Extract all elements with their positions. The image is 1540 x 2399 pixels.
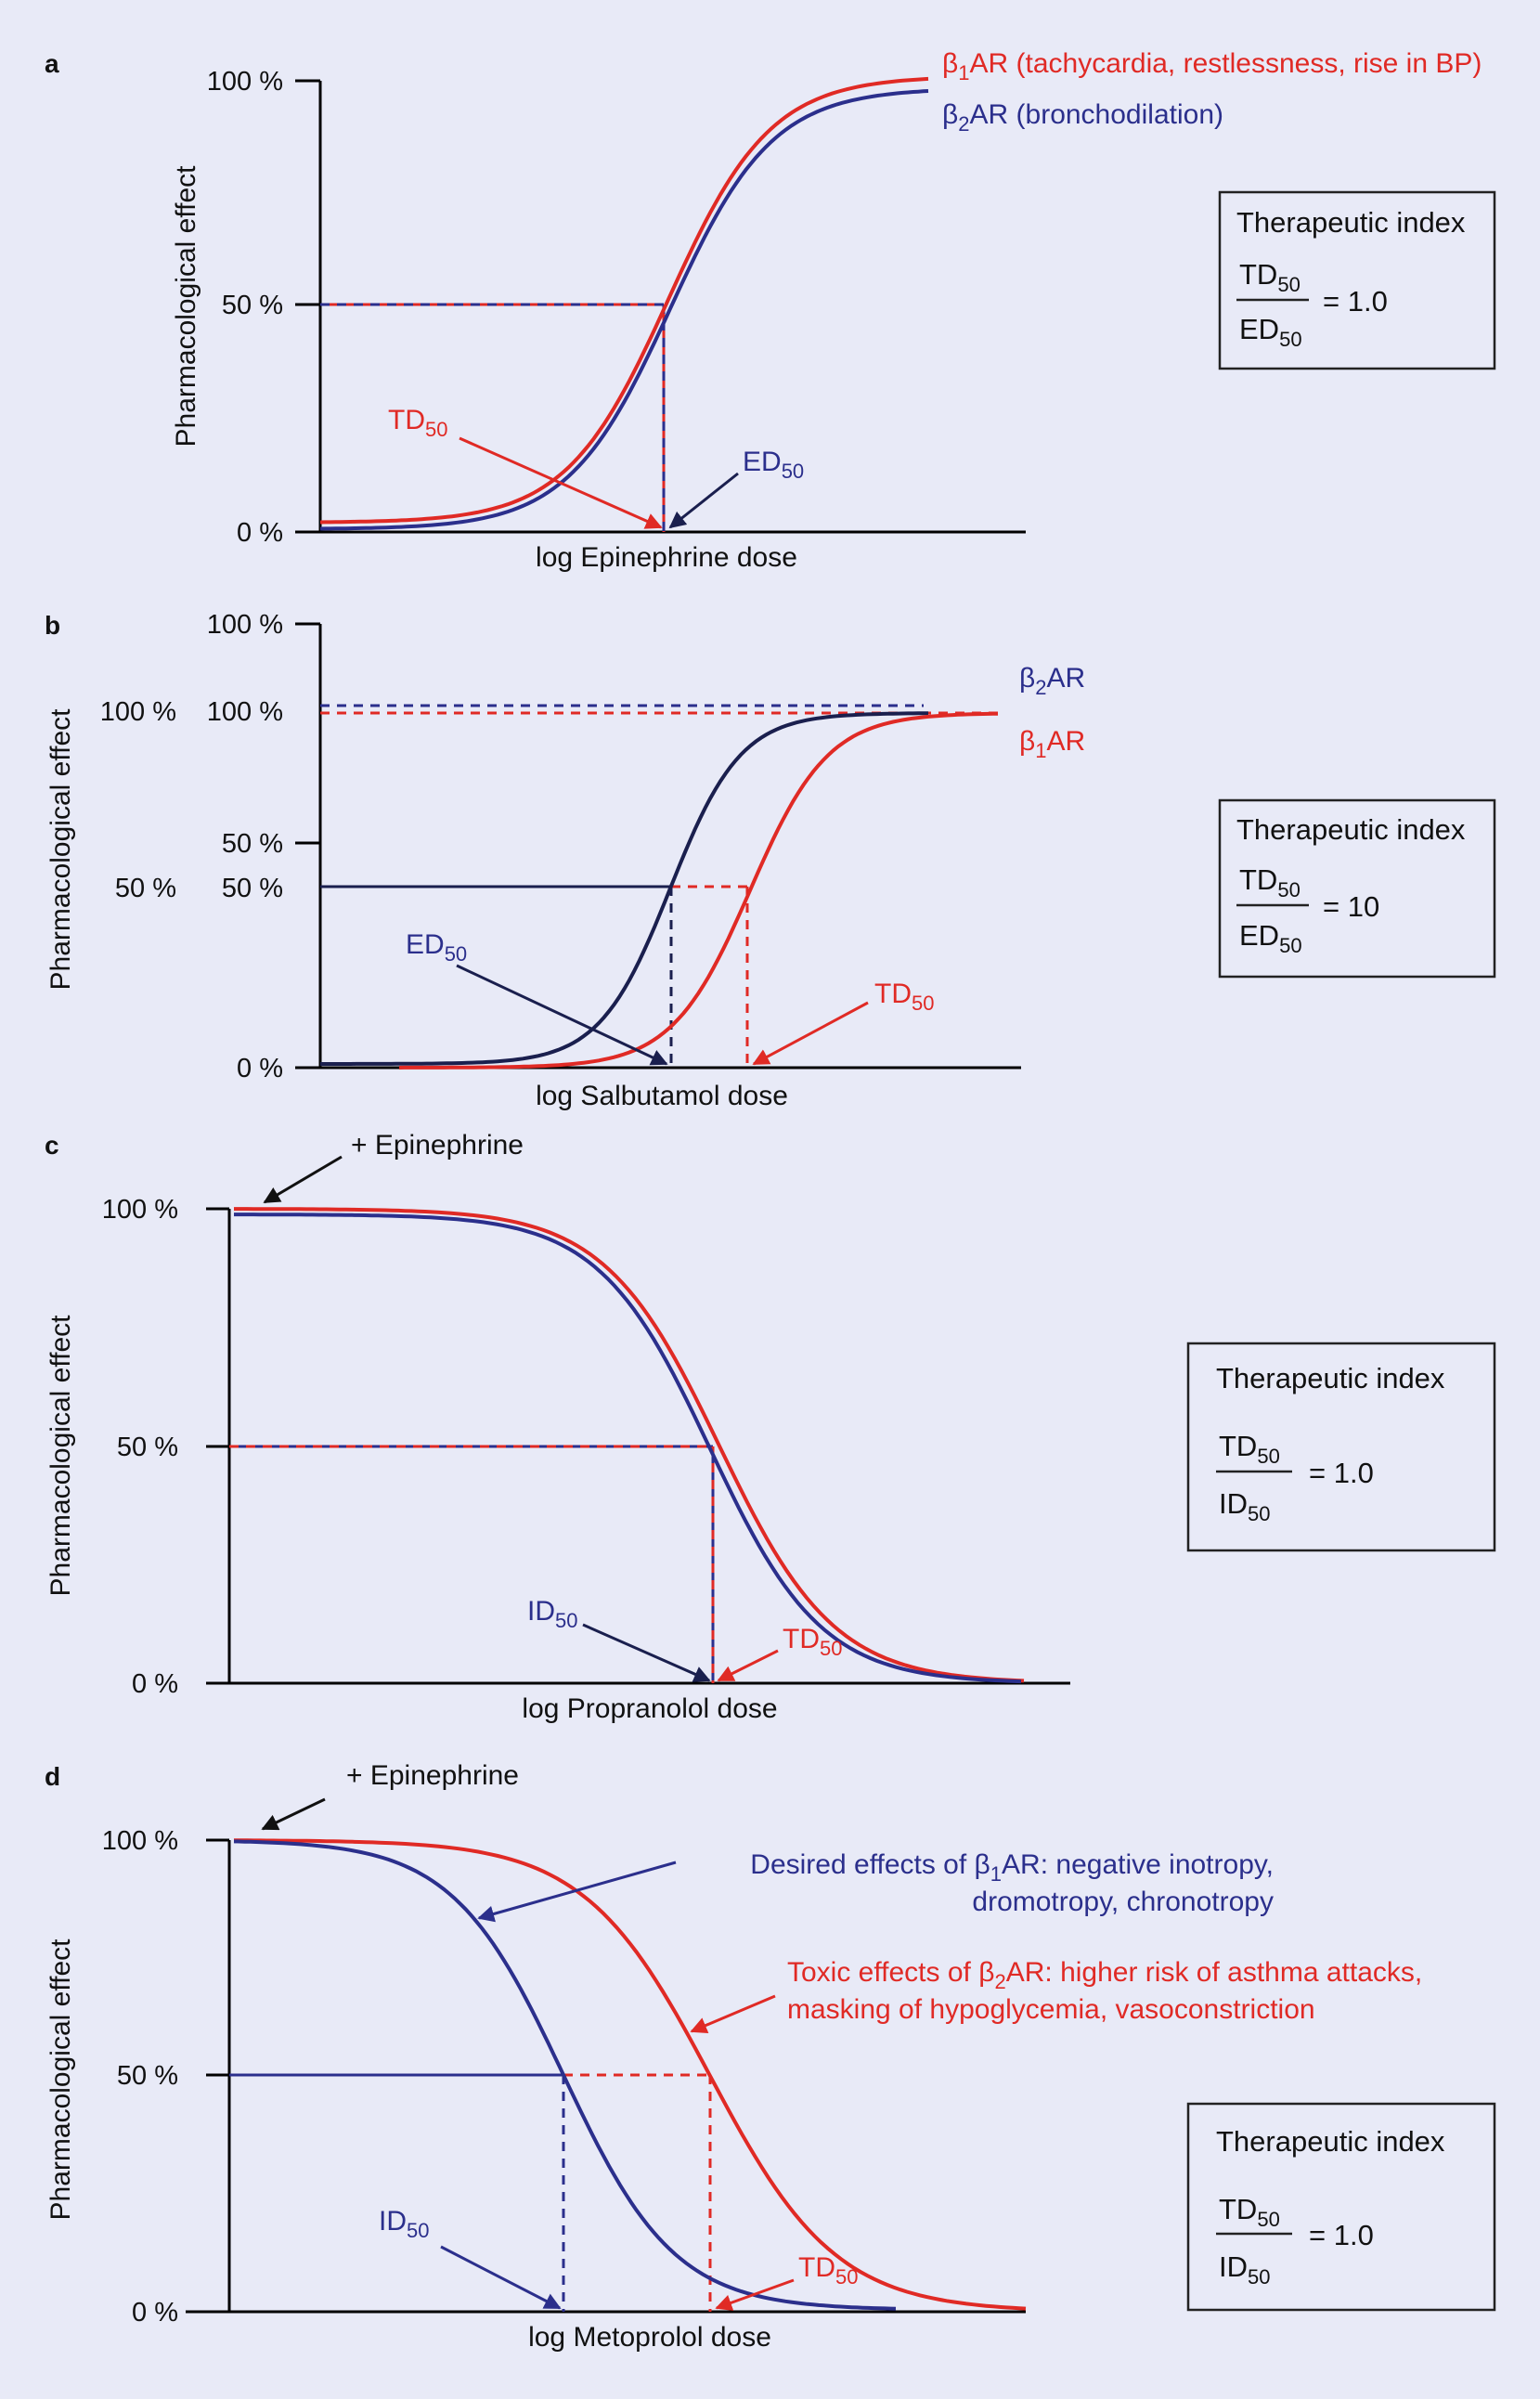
panel-b-ti-title: Therapeutic index [1236,813,1466,846]
panel-a-ti-box [1218,190,1496,370]
panel-a-curve-beta2 [319,89,929,531]
panel-a-ticklabel-100: 100 % [207,67,283,97]
panel-b-curve-beta2 [320,711,928,1066]
panel-c-xlabel: log Propranolol dose [522,1693,777,1724]
panel-c-ti-denominator: ID50 [1219,1487,1270,1525]
panel-d-ti-denominator: ID50 [1219,2250,1270,2289]
panel-d-ti-box [1186,2102,1496,2312]
panel-b-ylabel: Pharmacological effect [45,708,76,991]
panel-b-ti-value: = 10 [1323,890,1379,923]
panel-a-td50-arrow [459,436,663,529]
panel-d-ti-title: Therapeutic index [1216,2125,1445,2158]
panel-d-ylabel: Pharmacological effect [45,1939,76,2221]
panel-b-td50-arrow [752,1001,869,1066]
panel-c-td50-label: TD50 [783,1624,842,1660]
panel-c-epinephrine-label: + Epinephrine [351,1130,524,1161]
panel-b-ed50-arrow [456,964,668,1066]
panel-b-td50-label: TD50 [874,979,934,1015]
panel-d-desired-arrow [477,1861,677,1923]
panel-a-ticklabel-50: 50 % [222,291,283,320]
panel-b-letter: b [45,611,60,640]
panel-b: b 100 % 50 % 0 % 100 % 100 % 50 % 50 % P… [45,610,1496,1111]
panel-a: a 100 % 50 % 0 % Pharmacological effect … [45,48,1496,573]
panel-d-id50-arrow [440,2245,562,2310]
panel-a-legend-beta1: β1AR (tachycardia, restlessness, rise in… [942,48,1482,84]
panel-c-ti-title: Therapeutic index [1216,1362,1445,1394]
panel-d-ti-numerator: TD50 [1219,2193,1280,2231]
panel-d-epinephrine-arrow [261,1797,326,1831]
panel-b-ti-numerator: TD50 [1239,863,1301,901]
panel-d-toxic-arrow [690,1994,776,2033]
panel-d-ticklabel-50: 50 % [117,2061,178,2091]
panel-a-ti-value: = 1.0 [1323,285,1388,318]
panel-b-ticklabel-50: 50 % [222,829,283,859]
panel-d-letter: d [45,1762,60,1791]
panel-c-id50-label: ID50 [527,1596,577,1632]
panel-c-epinephrine-arrow [263,1155,343,1204]
panel-d-curve-beta1 [233,1839,897,2311]
panel-c-td50-arrow [717,1649,779,1682]
panel-a-letter: a [45,49,59,78]
panel-c-ticklabel-100: 100 % [102,1195,178,1225]
panel-d-desired-line1: Desired effects of β1AR: negative inotro… [750,1849,1274,1886]
panel-c-curve-beta1 [234,1207,1025,1683]
panel-a-ti-denominator: ED50 [1239,313,1302,351]
panel-c-ti-value: = 1.0 [1309,1457,1374,1489]
panel-b-curve-beta1 [398,711,999,1070]
panel-d-td50-arrow [715,2278,795,2311]
panel-b-ti-denominator: ED50 [1239,919,1302,957]
panel-d-ticklabel-0: 0 % [132,2298,178,2328]
panel-b-red-ticklabel-50: 50 % [222,874,283,903]
panel-c-id50-arrow [582,1623,711,1682]
panel-b-ed50-label: ED50 [406,929,467,966]
panel-a-ed50-arrow [668,472,739,529]
panel-d-td50-label: TD50 [798,2252,858,2289]
panel-d-id50-label: ID50 [379,2206,429,2242]
panel-d-toxic-line1: Toxic effects of β2AR: higher risk of as… [787,1957,1422,1993]
panel-b-xlabel: log Salbutamol dose [536,1081,788,1111]
panel-c-ti-numerator: TD50 [1219,1430,1280,1468]
panel-b-legend-beta1: β1AR [1019,726,1085,762]
panel-d-xlabel: log Metoprolol dose [528,2322,771,2353]
panel-b-ticklabel-100: 100 % [207,610,283,640]
panel-a-legend-beta2: β2AR (bronchodilation) [942,99,1223,136]
panel-b-blue-ticklabel-100: 100 % [100,697,176,727]
panel-b-legend-beta2: β2AR [1019,663,1085,699]
panel-c-curve-beta2 [234,1212,1022,1684]
panel-a-curve-beta1 [319,76,929,525]
panel-a-ylabel: Pharmacological effect [171,165,201,447]
panel-d: d + Epinephrine 100 % 50 % 0 % Pharmacol… [45,1760,1496,2353]
panel-d-toxic-line2: masking of hypoglycemia, vasoconstrictio… [787,1994,1315,2025]
panel-c-ticklabel-0: 0 % [132,1669,178,1699]
panel-d-desired-line2: dromotropy, chronotropy [972,1887,1274,1917]
panel-d-ticklabel-100: 100 % [102,1826,178,1856]
panel-b-ticklabel-0: 0 % [237,1054,283,1083]
panel-a-ticklabel-0: 0 % [237,518,283,548]
panel-c: c + Epinephrine 100 % 50 % 0 % Pharmacol… [45,1130,1496,1724]
panel-a-ti-numerator: TD50 [1239,258,1301,296]
panel-d-curve-beta2 [234,1838,1027,2311]
panel-b-ti-box [1218,798,1496,979]
panel-b-red-ticklabel-100: 100 % [207,697,283,727]
panel-a-ti-title: Therapeutic index [1236,206,1466,239]
panel-c-letter: c [45,1131,59,1160]
panel-a-ed50-label: ED50 [743,447,804,483]
panel-a-xlabel: log Epinephrine dose [536,542,797,573]
panel-c-ticklabel-50: 50 % [117,1433,178,1462]
panel-a-td50-label: TD50 [388,405,447,441]
panel-b-blue-ticklabel-50: 50 % [115,874,176,903]
panel-c-ti-box [1186,1342,1496,1552]
panel-d-ti-value: = 1.0 [1309,2219,1374,2251]
panel-c-ylabel: Pharmacological effect [45,1315,76,1597]
panel-d-epinephrine-label: + Epinephrine [346,1760,519,1791]
